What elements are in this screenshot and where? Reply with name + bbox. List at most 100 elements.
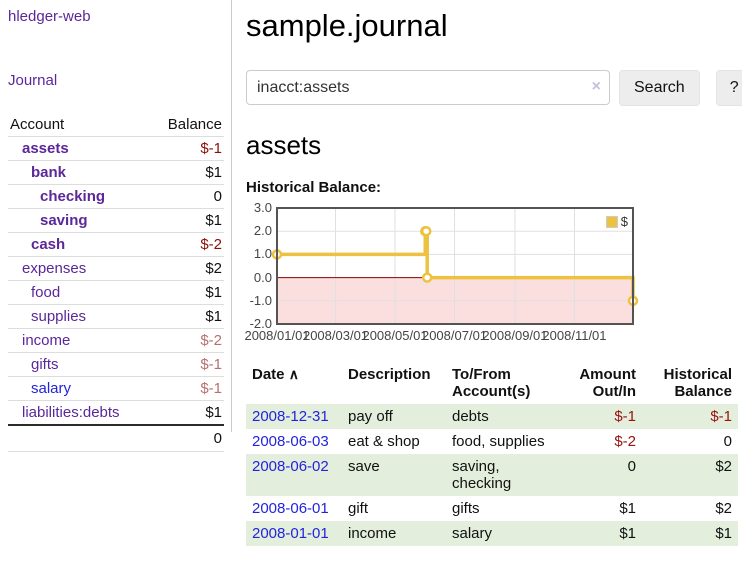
sidebar-account-balance: $-1 [200,140,222,157]
transaction-date-link[interactable]: 2008-06-02 [252,458,329,475]
sidebar-account-balance: $1 [205,308,222,325]
transaction-amount-cell: $-1 [614,408,636,425]
account-name-cell: bank [8,161,151,185]
search-button[interactable]: Search [619,70,700,106]
transaction-accounts-cell: saving, checking [452,458,512,492]
balance-column-header: Balance [167,116,222,133]
transaction-accounts-cell: food, supplies [452,433,545,450]
chart-y-axis-label: -2.0 [249,316,272,331]
sidebar-account-link[interactable]: expenses [22,260,87,277]
sidebar-account-link[interactable]: gifts [31,356,59,373]
sidebar-account-link[interactable]: supplies [31,308,87,325]
transaction-date-link[interactable]: 2008-06-03 [252,433,329,450]
register-header-row: Date ∧ Description To/From Account(s) Am… [246,362,738,404]
chart-x-axis-label: 2008/07/01 [421,328,488,343]
sidebar-account-link[interactable]: saving [40,212,88,229]
register-row[interactable]: 2008-06-03 eat & shop food, supplies $-2 0 [246,429,738,454]
date-column-header[interactable]: Date ∧ [252,366,299,383]
account-table-header-row: Account Balance [8,113,224,137]
transaction-date-cell: 2008-12-31 [246,404,342,429]
transaction-balance-cell: $2 [715,500,732,517]
sidebar-account-balance: $-1 [200,380,222,397]
chart-x-axis-label: 2008/09/01 [482,328,548,343]
chart-x-axis-label: 2008/03/01 [302,328,369,343]
sidebar-account-link[interactable]: food [31,284,61,301]
transaction-balance-cell: $-1 [710,408,732,425]
transaction-date-link[interactable]: 2008-01-01 [252,525,329,542]
accounts-column-header: To/From Account(s) [452,366,531,400]
register-row[interactable]: 2008-12-31 pay off debts $-1 $-1 [246,404,738,429]
transaction-amount-cell: $1 [619,525,636,542]
transaction-amount-cell: 0 [627,458,636,475]
transaction-balance-cell: $2 [715,458,732,475]
chart-canvas [271,207,639,325]
total-spacer [8,425,151,452]
transaction-description-cell: gift [348,500,369,517]
sidebar-account-link[interactable]: assets [22,140,69,157]
transaction-date-cell: 2008-06-01 [246,496,342,521]
sidebar-account-balance: $-2 [200,332,222,349]
transaction-amount-cell: $1 [619,500,636,517]
sidebar-account-link[interactable]: liabilities:debts [22,404,120,421]
register-row[interactable]: 2008-01-01 income salary $1 $1 [246,521,738,546]
chart-legend: $ [603,213,630,230]
sidebar-account-row: food $1 [8,281,224,305]
main-content: sample.journal × Search ? assets Histori… [244,0,742,546]
sidebar-account-balance: $-2 [200,236,222,253]
sort-ascending-icon: ∧ [288,366,299,382]
transaction-accounts-cell: salary [452,525,493,542]
sidebar-account-row: expenses $2 [8,257,224,281]
account-balance-table: Account Balance assets $-1 bank $1 checking 0… [8,113,224,452]
chart-x-axis-label: 2008/01/01 [244,328,310,343]
search-input[interactable] [246,70,610,105]
sidebar-account-balance: $-1 [200,356,222,373]
sidebar-account-link[interactable]: salary [31,380,72,397]
account-name-cell: income [8,329,151,353]
chart-y-axis-label: 3.0 [253,200,272,215]
balance-chart: $ 3.0 2.0 1.0 0.0 -1.0 -2.0 2008/01/01 2008/03/… [244,200,738,344]
account-name-cell: expenses [8,257,151,281]
sidebar-account-balance: $1 [205,284,222,301]
transaction-date-link[interactable]: 2008-06-01 [252,500,329,517]
app-brand-link[interactable]: hledger-web [8,8,91,25]
search-help-button[interactable]: ? [715,70,742,106]
sidebar-account-link[interactable]: bank [31,164,67,181]
sidebar-account-balance: $1 [205,212,222,229]
page-title: sample.journal [246,8,448,43]
sidebar-account-link[interactable]: income [22,332,71,349]
sidebar-account-link[interactable]: checking [40,188,106,205]
account-name-cell: gifts [8,353,151,377]
sidebar-account-link[interactable]: cash [31,236,66,253]
transaction-date-cell: 2008-01-01 [246,521,342,546]
sidebar-account-row: saving $1 [8,209,224,233]
transaction-date-cell: 2008-06-02 [246,454,342,496]
sidebar-account-row: income $-2 [8,329,224,353]
transaction-description-cell: pay off [348,408,393,425]
sidebar-account-row: cash $-2 [8,233,224,257]
account-name-cell: salary [8,377,151,401]
chart-heading: Historical Balance: [246,179,382,196]
balance-column-header-register: Historical Balance [663,366,732,400]
register-row[interactable]: 2008-06-01 gift gifts $1 $2 [246,496,738,521]
sidebar-account-row: supplies $1 [8,305,224,329]
sidebar-item-journal[interactable]: Journal [8,72,58,89]
chart-y-axis-label: 0.0 [253,269,272,285]
description-column-header: Description [348,366,431,383]
sidebar-account-row: gifts $-1 [8,353,224,377]
transaction-description-cell: save [348,458,380,475]
account-name-cell: saving [8,209,151,233]
transaction-description-cell: eat & shop [348,433,420,450]
account-column-header: Account [10,116,65,133]
account-name-cell: liabilities:debts [8,401,151,426]
amount-column-header: Amount Out/In [579,366,636,400]
data-point-marker [421,272,433,283]
chart-y-axis-label: 2.0 [253,223,272,239]
sidebar-account-balance: $1 [205,164,222,181]
account-name-cell: supplies [8,305,151,329]
clear-search-icon[interactable]: × [591,78,601,95]
register-row[interactable]: 2008-06-02 save saving, checking 0 $2 [246,454,738,496]
sidebar-account-row: bank $1 [8,161,224,185]
sidebar-account-row: liabilities:debts $1 [8,401,224,426]
transaction-date-link[interactable]: 2008-12-31 [252,408,329,425]
sidebar-total-row: 0 [8,425,224,452]
